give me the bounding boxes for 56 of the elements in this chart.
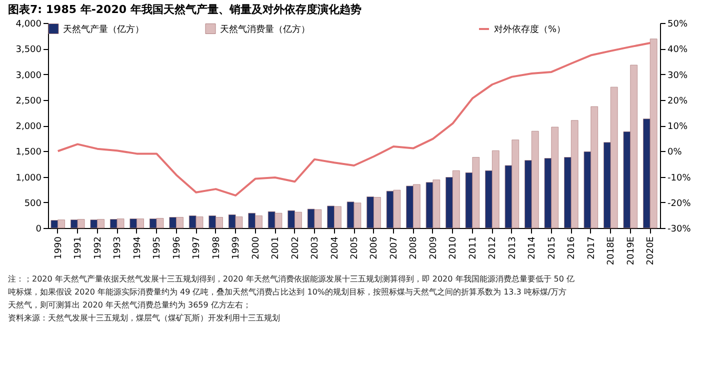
y-tick-label: 3,500 bbox=[16, 45, 42, 56]
line-series bbox=[56, 42, 652, 196]
y-tick-label: 2,500 bbox=[16, 96, 42, 106]
legend-label: 天然气消费量（亿方） bbox=[220, 24, 310, 35]
y2-tick-label: 40% bbox=[668, 45, 688, 56]
y-tick-label: 0 bbox=[36, 224, 42, 234]
x-tick-label: 2006 bbox=[370, 236, 380, 260]
y2-tick-label: -20% bbox=[668, 198, 692, 209]
x-tick-label: 1990 bbox=[54, 236, 64, 260]
y2-tick-label: 20% bbox=[668, 96, 688, 106]
y2-tick-label: -10% bbox=[668, 173, 692, 184]
x-tick-label: 2002 bbox=[290, 236, 301, 260]
x-tick-label: 2012 bbox=[488, 236, 498, 260]
y2-tick-label: -30% bbox=[668, 224, 692, 234]
y2-tick-label: 50% bbox=[668, 20, 688, 30]
y-tick-label: 4,000 bbox=[16, 20, 42, 30]
x-tick-label: 2000 bbox=[251, 236, 262, 260]
x-tick-label: 2004 bbox=[330, 236, 340, 260]
y-tick-label: 500 bbox=[24, 198, 42, 209]
x-tick-label: 2008 bbox=[409, 236, 420, 260]
x-tick-label: 2020E bbox=[646, 236, 656, 266]
x-tick-label: 1999 bbox=[232, 236, 242, 260]
x-tick-label: 1996 bbox=[172, 236, 182, 260]
y-tick-label: 3,000 bbox=[16, 70, 42, 81]
x-tick-label: 1992 bbox=[93, 236, 104, 260]
legend-label: 天然气产量（亿方） bbox=[63, 24, 144, 35]
x-tick-label: 1995 bbox=[152, 236, 163, 260]
x-tick-label: 2011 bbox=[468, 236, 478, 260]
x-tick-label: 2017 bbox=[586, 236, 597, 260]
x-tick-label: 2018E bbox=[606, 236, 617, 266]
x-tick-label: 2015 bbox=[547, 236, 558, 260]
x-tick-label: 1998 bbox=[212, 236, 222, 260]
x-tick-label: 2016 bbox=[567, 236, 578, 260]
y2-tick-label: 30% bbox=[668, 70, 688, 81]
x-tick-label: 2014 bbox=[528, 236, 538, 260]
legend-label: 对外依存度（%） bbox=[494, 24, 566, 35]
text: 资料来源：天然气发展十三五规划，煤层气（煤矿瓦斯）开发利用十三五规划 bbox=[8, 314, 280, 322]
x-tick-label: 2005 bbox=[350, 236, 360, 260]
x-tick-label: 1994 bbox=[132, 236, 143, 260]
chart-title: 图表7: 1985 年-2020 年我国天然气产量、销量及对外依存度演化趋势 bbox=[8, 3, 362, 16]
y-tick-label: 2,000 bbox=[16, 122, 42, 132]
x-tick-label: 1997 bbox=[192, 236, 202, 260]
y-tick-label: 1,000 bbox=[16, 173, 42, 184]
x-tick-label: 1991 bbox=[74, 236, 84, 260]
x-tick-label: 2003 bbox=[310, 236, 321, 260]
x-tick-label: 1993 bbox=[113, 236, 124, 260]
x-tick-label: 2019E bbox=[626, 236, 636, 266]
text: 注：；2020 年天然气产量依据天然气发展十三五规划得到，2020 年天然气消费依据能源发展十三五规划测算得到，即 2020 年我国能源消费总量要低于 50 亿吨标煤，如果假设 2020 年能源实际消费量约为 49 亿吨，叠加天然气消费占比达到 10%的规划目标，按照标煤与天然气之间的折算系数为 13.3 吨标煤/万方天然气，则可测算出 2020 年天然气消费总量约为 3659 亿方左右； bbox=[8, 274, 575, 310]
y2-tick-label: 0% bbox=[668, 148, 682, 158]
x-tick-label: 2010 bbox=[448, 236, 459, 260]
x-tick-label: 2007 bbox=[389, 236, 400, 260]
x-tick-label: 2009 bbox=[428, 236, 439, 260]
y-tick-label: 1,500 bbox=[16, 148, 42, 158]
y2-tick-label: 10% bbox=[668, 122, 688, 132]
x-tick-label: 2013 bbox=[508, 236, 518, 260]
x-tick-label: 2001 bbox=[271, 236, 282, 260]
